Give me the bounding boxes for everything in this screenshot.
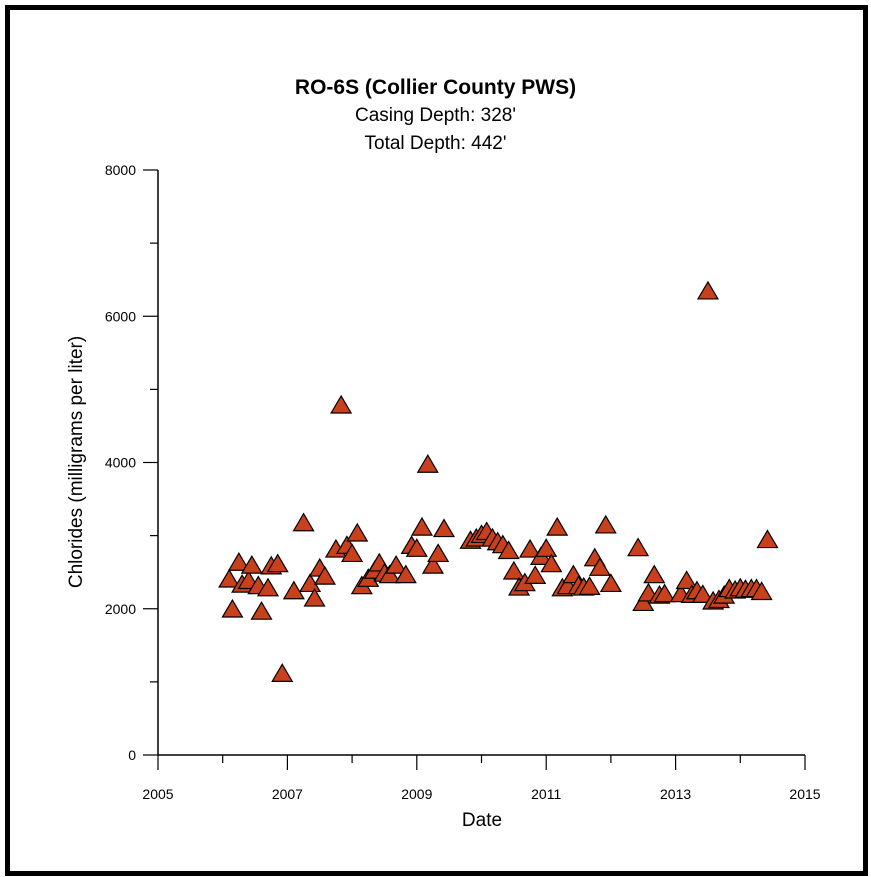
data-point (421, 554, 445, 574)
data-point (518, 538, 542, 558)
y-axis-label: Chlorides (milligrams per liter) (66, 336, 87, 588)
data-point (497, 540, 520, 560)
data-point (627, 537, 650, 557)
data-point (303, 587, 326, 607)
x-tick-label: 2005 (142, 786, 173, 802)
data-point (594, 514, 617, 534)
data-point (653, 583, 676, 603)
data-point (416, 454, 439, 473)
x-tick-label: 2015 (789, 786, 820, 802)
data-point (756, 529, 779, 549)
axes: 0 2000 4000 6000 8000 2005 2007 2009 2011 2013 201… (105, 162, 821, 802)
data-point (240, 554, 263, 574)
data-point (578, 576, 601, 595)
data-point (227, 552, 250, 571)
y-tick-label: 6000 (105, 308, 136, 324)
chart-frame (5, 5, 868, 876)
data-points (218, 280, 779, 682)
y-tick-label: 4000 (105, 455, 136, 471)
data-point (540, 553, 563, 573)
data-point (405, 538, 428, 557)
chart-subtitle-casing-depth: Casing Depth: 328' (354, 105, 516, 126)
x-axis-label: Date (462, 810, 502, 831)
y-tick-label: 8000 (105, 162, 136, 178)
data-point (341, 543, 364, 563)
data-point (218, 568, 241, 588)
data-point (432, 518, 456, 538)
y-tick-label: 0 (128, 747, 136, 763)
data-point (394, 564, 417, 584)
data-point (691, 584, 714, 603)
y-tick-label: 2000 (105, 601, 136, 617)
data-point (330, 394, 353, 414)
data-point (221, 598, 244, 618)
data-point (410, 516, 434, 536)
data-point (427, 543, 450, 563)
data-point (696, 280, 719, 300)
data-point (271, 663, 294, 682)
x-tick-label: 2009 (401, 786, 432, 802)
data-point (282, 580, 305, 600)
data-point (535, 538, 558, 557)
data-point (256, 577, 280, 597)
data-point (292, 512, 315, 532)
data-point (524, 565, 547, 584)
data-point (266, 553, 289, 573)
data-point (546, 516, 569, 536)
data-point (378, 564, 401, 584)
data-point (632, 592, 655, 612)
x-tick-label: 2007 (272, 786, 303, 802)
data-point (675, 570, 698, 590)
data-point (385, 554, 408, 574)
chart-title: RO-6S (Collier County PWS) (294, 76, 577, 99)
data-point (599, 573, 622, 593)
data-point (643, 564, 666, 584)
chart-subtitle-total-depth: Total Depth: 442' (364, 133, 507, 154)
data-point (313, 565, 336, 585)
data-point (750, 581, 773, 601)
x-tick-label: 2013 (660, 786, 691, 802)
data-point (346, 522, 369, 542)
data-point (250, 601, 273, 620)
data-point (588, 557, 611, 576)
data-point (502, 560, 525, 580)
x-tick-label: 2011 (531, 786, 561, 802)
